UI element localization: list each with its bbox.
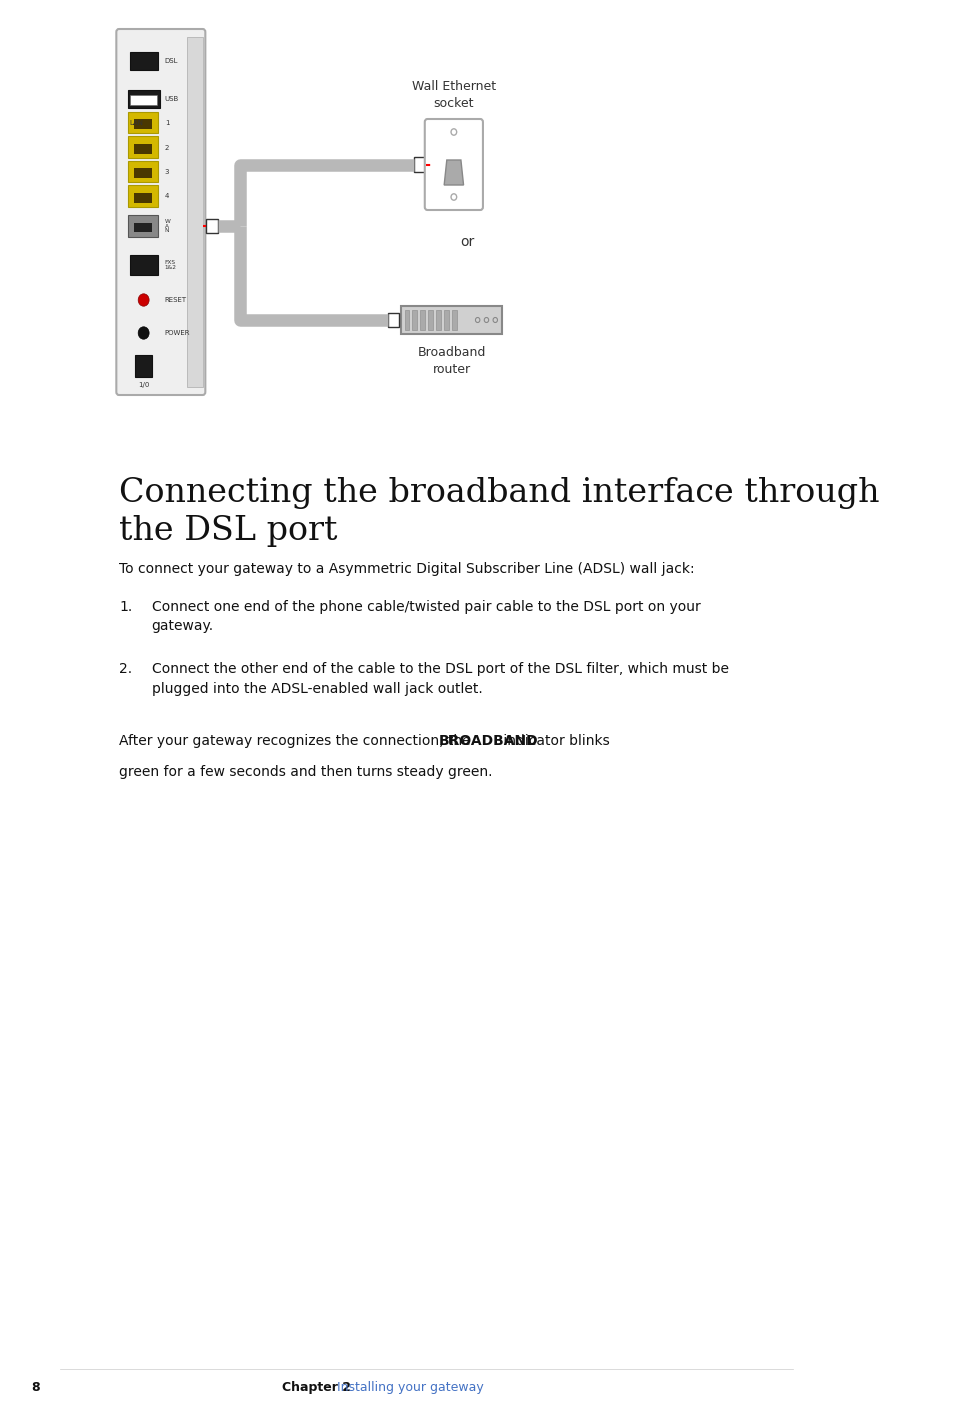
Circle shape bbox=[138, 327, 149, 340]
Text: POWER: POWER bbox=[165, 330, 191, 336]
Text: After your gateway recognizes the connection, the: After your gateway recognizes the connec… bbox=[119, 734, 475, 748]
Text: USB: USB bbox=[165, 97, 179, 102]
Text: Connect one end of the phone cable/twisted pair cable to the DSL port on your
ga: Connect one end of the phone cable/twist… bbox=[152, 600, 700, 633]
Bar bbox=[128, 185, 158, 206]
Bar bbox=[187, 37, 202, 387]
FancyBboxPatch shape bbox=[116, 28, 205, 395]
Polygon shape bbox=[444, 161, 464, 185]
Text: green for a few seconds and then turns steady green.: green for a few seconds and then turns s… bbox=[119, 765, 493, 779]
Bar bbox=[444, 310, 449, 330]
Text: 2: 2 bbox=[165, 145, 169, 151]
Text: 8: 8 bbox=[31, 1381, 40, 1394]
Bar bbox=[206, 219, 218, 233]
Text: Connecting the broadband interface through
the DSL port: Connecting the broadband interface throu… bbox=[119, 476, 880, 547]
Bar bbox=[128, 112, 158, 134]
Bar bbox=[134, 192, 152, 202]
Bar bbox=[420, 310, 425, 330]
Bar bbox=[128, 137, 158, 158]
Bar bbox=[134, 168, 152, 178]
Text: To connect your gateway to a Asymmetric Digital Subscriber Line (ADSL) wall jack: To connect your gateway to a Asymmetric … bbox=[119, 562, 695, 576]
Text: Chapter 2: Chapter 2 bbox=[282, 1381, 360, 1394]
Text: BROADBAND: BROADBAND bbox=[439, 734, 538, 748]
Text: Broadband
router: Broadband router bbox=[417, 346, 486, 375]
Bar bbox=[134, 144, 152, 154]
Bar bbox=[130, 53, 158, 70]
Bar bbox=[401, 306, 502, 334]
Circle shape bbox=[138, 294, 149, 306]
Bar bbox=[428, 310, 433, 330]
Text: W
A
N: W A N bbox=[165, 219, 170, 233]
Bar bbox=[437, 310, 441, 330]
Bar bbox=[134, 119, 152, 129]
FancyBboxPatch shape bbox=[425, 119, 483, 210]
Text: 4: 4 bbox=[165, 193, 169, 199]
Text: 1.: 1. bbox=[119, 600, 133, 614]
Bar bbox=[128, 215, 158, 237]
Text: DSL: DSL bbox=[165, 58, 178, 64]
Text: 1/0: 1/0 bbox=[138, 383, 149, 388]
Bar bbox=[134, 223, 152, 232]
Bar bbox=[452, 310, 457, 330]
Text: Wall Ethernet
socket: Wall Ethernet socket bbox=[411, 80, 496, 109]
Bar bbox=[128, 90, 160, 108]
Bar bbox=[388, 313, 399, 327]
Text: 3: 3 bbox=[165, 169, 169, 175]
Text: FXS
1&2: FXS 1&2 bbox=[165, 260, 177, 270]
Text: or: or bbox=[460, 235, 474, 249]
Text: 2.: 2. bbox=[119, 663, 132, 675]
Text: LAN: LAN bbox=[130, 119, 143, 127]
Bar bbox=[412, 310, 417, 330]
Bar bbox=[405, 310, 409, 330]
Text: 1: 1 bbox=[165, 119, 169, 127]
Bar bbox=[414, 158, 426, 172]
Text: Installing your gateway: Installing your gateway bbox=[337, 1381, 484, 1394]
Bar bbox=[135, 356, 153, 377]
Bar bbox=[128, 161, 158, 182]
Text: Connect the other end of the cable to the DSL port of the DSL filter, which must: Connect the other end of the cable to th… bbox=[152, 663, 729, 695]
Bar bbox=[130, 255, 158, 274]
Text: RESET: RESET bbox=[165, 297, 187, 303]
Bar bbox=[131, 95, 157, 105]
Text: indicator blinks: indicator blinks bbox=[499, 734, 610, 748]
